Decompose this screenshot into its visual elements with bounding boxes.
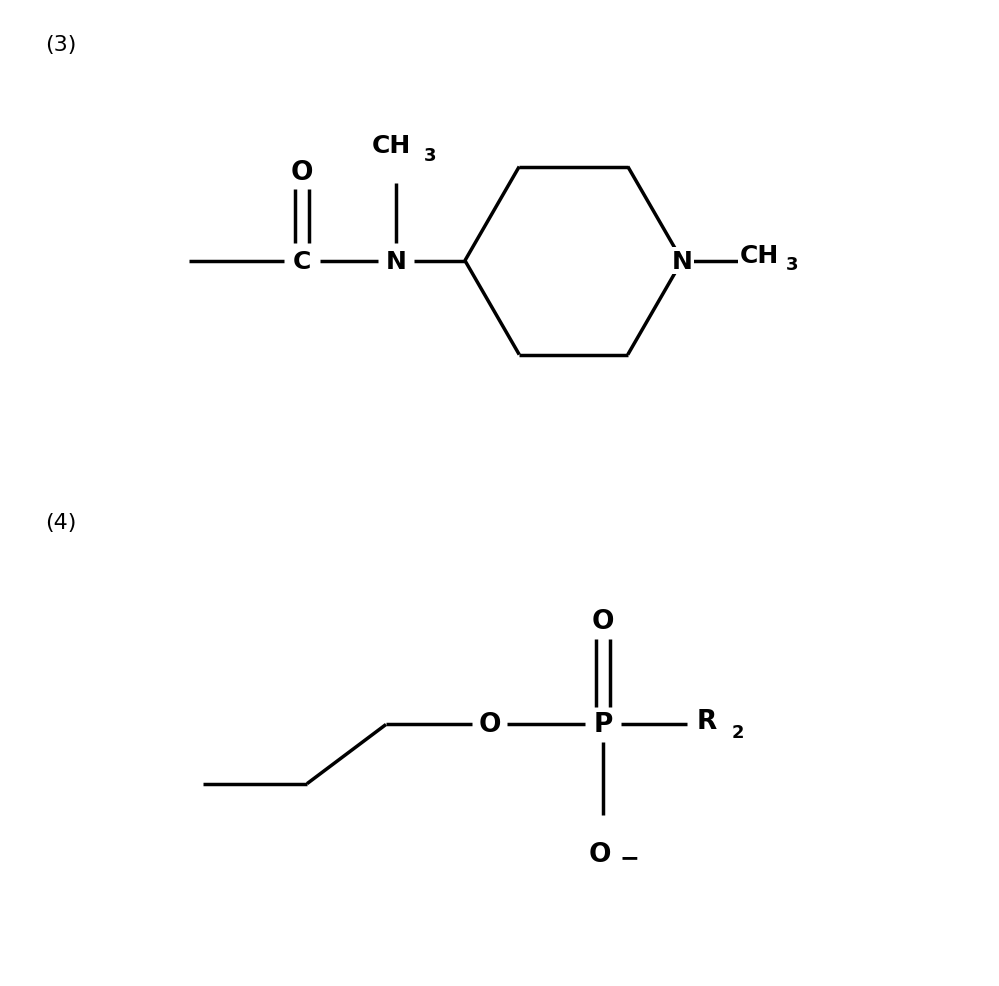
- Text: N: N: [671, 249, 692, 273]
- Text: R: R: [697, 709, 717, 735]
- Text: 3: 3: [786, 255, 798, 273]
- Text: 3: 3: [424, 147, 436, 165]
- Text: CH: CH: [739, 244, 778, 267]
- Text: O: O: [591, 608, 614, 634]
- Text: O: O: [479, 712, 500, 738]
- Text: P: P: [593, 712, 612, 738]
- Text: CH: CH: [372, 134, 411, 158]
- Text: N: N: [386, 249, 407, 273]
- Text: 2: 2: [731, 724, 744, 741]
- Text: (4): (4): [46, 513, 77, 532]
- Text: O: O: [291, 160, 314, 185]
- Text: C: C: [293, 249, 312, 273]
- Text: −: −: [620, 845, 639, 869]
- Text: O: O: [589, 841, 611, 867]
- Text: (3): (3): [46, 35, 77, 54]
